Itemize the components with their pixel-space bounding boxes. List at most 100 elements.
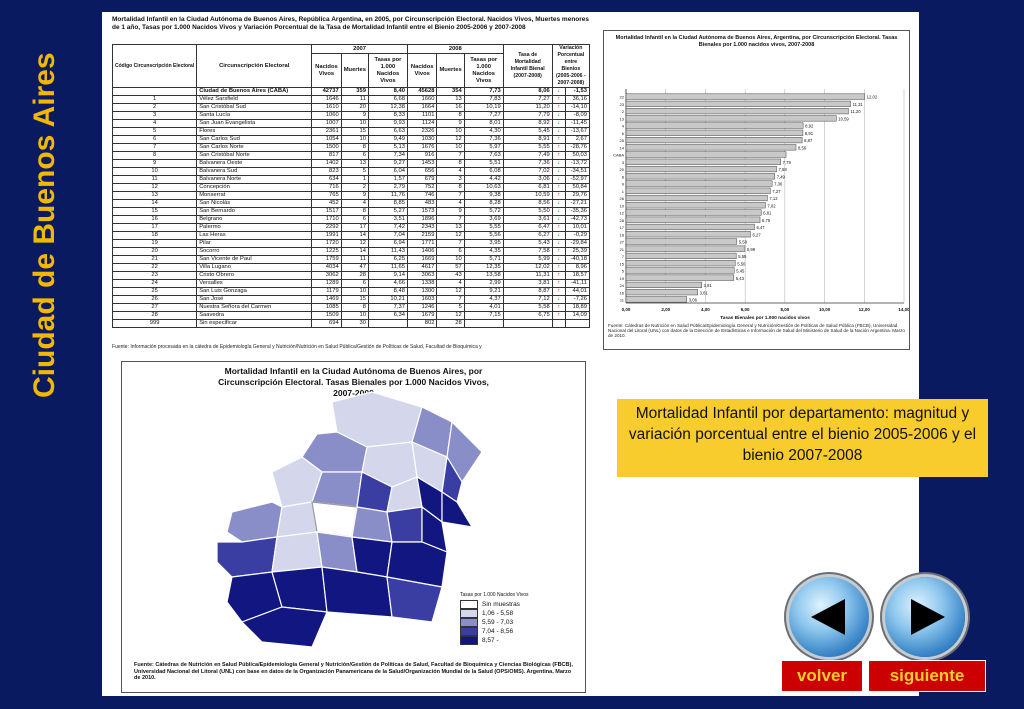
cell-tasa-2008: 5,71: [463, 255, 504, 264]
cell-nv-2007: 694: [311, 319, 342, 328]
cell-tasa-2008: 7,36: [463, 135, 504, 144]
cell-tasa-bienal: [502, 319, 553, 328]
table-row: 12 Concepción 716 2 2,79 752 8 10,63 6,81 ↑ 50,84: [111, 183, 591, 192]
cell-tasa-bienal: 6,75: [502, 311, 553, 320]
bar: [625, 231, 751, 238]
cell-nv-2007: 817: [311, 151, 342, 160]
table-row: 20 Socorro 1225 14 11,43 1406 6 4,35 7,58 ↑ 25,39: [111, 247, 591, 256]
next-button[interactable]: siguiente: [868, 660, 986, 692]
variation-arrow-icon: ↑: [551, 191, 566, 200]
cell-name: San José: [196, 295, 313, 304]
table-row: 10 Balvanera Sud 823 5 6,04 656 4 6,08 7,02 ↓ -34,…: [111, 167, 591, 176]
cell-tasa-2008: 7,27: [463, 111, 504, 120]
cell-nv-2007: 1646: [311, 95, 342, 104]
map-legend: Tasas por 1.000 Nacidos Vivos Sin muestr…: [460, 592, 550, 645]
cell-variacion: [564, 319, 591, 328]
cell-nv-2008: 1669: [406, 255, 438, 264]
cell-tasa-bienal: 5,99: [502, 255, 553, 264]
cell-muertes-2007: 1: [340, 175, 369, 184]
map-title-line: Circunscripción Electoral. Tasas Bienale…: [218, 377, 489, 387]
variation-arrow-icon: ↑: [551, 135, 566, 144]
cell-tasa-bienal: 8,56: [502, 199, 553, 208]
back-arrow-button[interactable]: [789, 577, 869, 657]
cell-code: 5: [111, 127, 198, 136]
data-label: 7,02: [767, 203, 776, 208]
cell-code: [111, 87, 198, 96]
map-region: [351, 506, 393, 543]
cell-tasa-bienal: 7,12: [502, 295, 553, 304]
data-label: 6,47: [756, 225, 765, 230]
table-row: 14 San Nicolás 452 4 8,85 483 4 8,28 8,56 ↓ -27,21: [111, 199, 591, 208]
cell-muertes-2007: 14: [340, 247, 369, 256]
table-row: 28 Saavedra 1509 10 6,34 1679 12 7,15 6,75 ↑ 14,09: [111, 311, 591, 320]
bar: [625, 173, 775, 180]
bar: [625, 260, 736, 267]
cell-muertes-2008: 12: [436, 287, 465, 296]
cell-name: San Vicente de Paul: [196, 255, 313, 264]
cell-muertes-2008: 16: [436, 103, 465, 112]
cell-nv-2008: 1453: [406, 159, 438, 168]
cell-variacion: -29,84: [564, 239, 591, 248]
map-title: Mortalidad Infantil en la Ciudad Autónom…: [122, 366, 585, 399]
data-label: 8,92: [805, 124, 814, 129]
variation-arrow-icon: ↑: [551, 183, 566, 192]
cell-tasa-2007: 9,49: [367, 135, 408, 144]
header-tasa-2008: Tasas por 1.000 Nacidos Vivos: [463, 53, 504, 88]
cell-nv-2008: 483: [406, 199, 438, 208]
cell-tasa-2008: 4,42: [463, 175, 504, 184]
cell-name: Sin especificar: [196, 319, 313, 328]
variation-arrow-icon: ↓: [551, 175, 566, 184]
variation-arrow-icon: ↑: [551, 303, 566, 312]
table-row: 9 Balvanera Oeste 1402 13 9,27 1453 8 5,51 7,36 ↓…: [111, 159, 591, 168]
cell-variacion: -52,97: [564, 175, 591, 184]
cell-muertes-2007: 9: [340, 191, 369, 200]
cell-nv-2007: 634: [311, 175, 342, 184]
cell-name: Santa Lucía: [196, 111, 313, 120]
cell-tasa-2008: 4,01: [463, 303, 504, 312]
cell-tasa-2008: 4,30: [463, 127, 504, 136]
cell-tasa-2008: 7,73: [463, 87, 504, 96]
cell-tasa-2007: 11,43: [367, 247, 408, 256]
cell-variacion: 14,09: [564, 311, 591, 320]
bar: [625, 252, 737, 260]
cell-muertes-2007: 11: [340, 95, 369, 104]
cell-tasa-2008: 7,15: [463, 311, 504, 320]
cell-nv-2008: 1676: [406, 143, 438, 152]
document-panel: Mortalidad Infantil en la Ciudad Autónom…: [102, 12, 919, 696]
right-arrow-icon: [911, 599, 945, 635]
cell-muertes-2008: 4: [436, 199, 465, 208]
legend-label: 7,04 - 8,56: [482, 628, 514, 636]
cell-code: 18: [111, 231, 198, 240]
cell-code: 7: [111, 143, 198, 152]
cell-muertes-2007: 10: [340, 287, 369, 296]
cell-muertes-2007: 20: [340, 103, 369, 112]
x-tick-label: 0,00: [622, 307, 631, 312]
cell-code: 11: [111, 175, 198, 184]
variation-arrow-icon: ↓: [551, 127, 566, 136]
cell-muertes-2007: 13: [340, 159, 369, 168]
bar: [625, 194, 768, 202]
y-tick-label: 3: [622, 160, 625, 165]
cell-tasa-2007: 6,25: [367, 255, 408, 264]
back-button[interactable]: volver: [781, 660, 863, 692]
cell-code: 19: [111, 239, 198, 248]
cell-nv-2007: 1225: [311, 247, 342, 256]
cell-tasa-2008: 8,28: [463, 199, 504, 208]
cell-tasa-2008: 12,35: [463, 263, 504, 272]
data-label: 6,27: [753, 232, 762, 237]
y-tick-label: 26: [620, 196, 625, 201]
next-arrow-button[interactable]: [885, 577, 965, 657]
cell-name: Concepción: [196, 183, 313, 192]
bar-chart-title: Mortalidad Infantil en la Ciudad Autónom…: [615, 35, 898, 48]
cell-muertes-2007: 15: [340, 127, 369, 136]
cell-variacion: 50,03: [564, 151, 591, 160]
cell-muertes-2008: 6: [436, 247, 465, 256]
variation-arrow-icon: ↓: [551, 111, 566, 120]
table-row: 24 Versalles 1289 6 4,66 1338 4 2,99 3,81 ↑ -41,11: [111, 279, 591, 288]
data-label: 7,36: [774, 182, 783, 187]
bar: [625, 115, 837, 122]
cell-variacion: -8,09: [564, 111, 591, 120]
cell-nv-2007: 1402: [311, 159, 342, 168]
cell-code: 17: [111, 223, 198, 232]
